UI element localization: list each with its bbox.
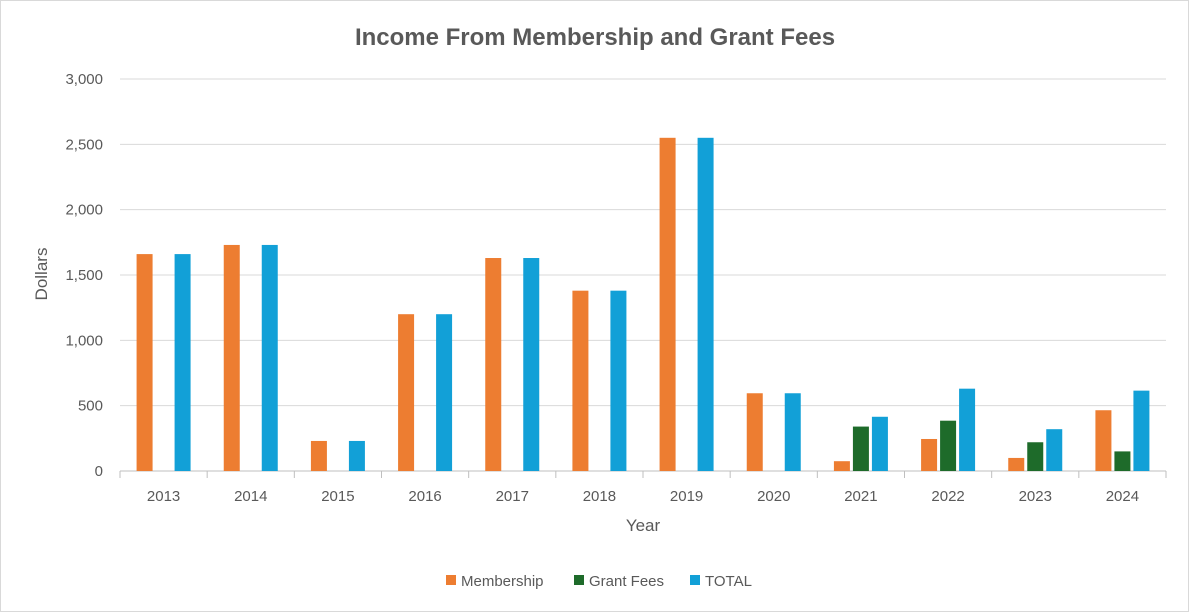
y-tick-label: 2,000	[65, 202, 103, 219]
y-axis-title: Dollars	[32, 248, 51, 301]
bar-membership-2020[interactable]	[746, 393, 763, 471]
bar-membership-2013[interactable]	[136, 254, 153, 471]
bar-total-2022[interactable]	[959, 388, 976, 471]
x-axis-title: Year	[626, 516, 661, 535]
x-tick-label: 2020	[757, 488, 790, 505]
bar-grant-fees-2023[interactable]	[1027, 442, 1044, 471]
bar-total-2021[interactable]	[871, 416, 888, 471]
bar-total-2020[interactable]	[784, 393, 801, 471]
y-axis: 0 500 1,000 1,500 2,000 2,500 3,000	[65, 71, 103, 480]
bar-total-2018[interactable]	[610, 290, 627, 471]
bar-membership-2023[interactable]	[1008, 457, 1025, 471]
legend-swatch-grant-fees	[574, 575, 584, 585]
x-tick-label: 2013	[147, 488, 180, 505]
x-tick-label: 2021	[844, 488, 877, 505]
bar-membership-2018[interactable]	[572, 290, 589, 471]
bar-membership-2014[interactable]	[223, 244, 240, 471]
chart-title: Income From Membership and Grant Fees	[355, 24, 835, 51]
legend-label-grant-fees: Grant Fees	[589, 573, 664, 590]
legend: Membership Grant Fees TOTAL	[446, 573, 752, 590]
x-tick-label: 2016	[408, 488, 441, 505]
bar-total-2014[interactable]	[261, 244, 278, 471]
bar-membership-2024[interactable]	[1095, 410, 1112, 471]
bar-total-2016[interactable]	[436, 314, 453, 471]
legend-label-membership: Membership	[461, 573, 544, 590]
x-tick-label: 2023	[1019, 488, 1052, 505]
bar-total-2019[interactable]	[697, 137, 714, 472]
bar-membership-2019[interactable]	[659, 137, 676, 472]
bar-total-2024[interactable]	[1133, 390, 1150, 471]
y-tick-label: 1,000	[65, 332, 103, 349]
bar-membership-2016[interactable]	[398, 314, 415, 471]
bar-membership-2022[interactable]	[921, 438, 938, 471]
bar-membership-2015[interactable]	[310, 440, 327, 471]
bar-total-2013[interactable]	[174, 254, 191, 471]
bar-series	[136, 137, 1150, 472]
bar-total-2017[interactable]	[523, 258, 540, 471]
y-tick-label: 2,500	[65, 136, 103, 153]
legend-swatch-total	[690, 575, 700, 585]
y-tick-label: 1,500	[65, 267, 103, 284]
y-tick-label: 0	[95, 463, 103, 480]
bar-total-2023[interactable]	[1046, 429, 1063, 471]
x-tick-label: 2018	[583, 488, 616, 505]
bar-membership-2017[interactable]	[485, 258, 502, 471]
legend-swatch-membership	[446, 575, 456, 585]
bar-grant-fees-2022[interactable]	[940, 420, 957, 471]
x-axis: 2013 2014 2015 2016 2017 2018 2019 2020 2021 2022…	[119, 471, 1167, 505]
y-tick-label: 500	[78, 398, 103, 415]
bar-total-2015[interactable]	[348, 440, 365, 471]
bar-grant-fees-2021[interactable]	[852, 426, 869, 471]
bar-membership-2021[interactable]	[833, 461, 850, 471]
x-tick-label: 2015	[321, 488, 354, 505]
gridlines	[120, 78, 1166, 472]
x-tick-label: 2014	[234, 488, 267, 505]
x-tick-label: 2022	[931, 488, 964, 505]
bar-grant-fees-2024[interactable]	[1114, 451, 1131, 471]
legend-label-total: TOTAL	[705, 573, 752, 590]
x-tick-label: 2017	[496, 488, 529, 505]
x-tick-label: 2019	[670, 488, 703, 505]
x-tick-label: 2024	[1106, 488, 1139, 505]
y-tick-label: 3,000	[65, 71, 103, 88]
